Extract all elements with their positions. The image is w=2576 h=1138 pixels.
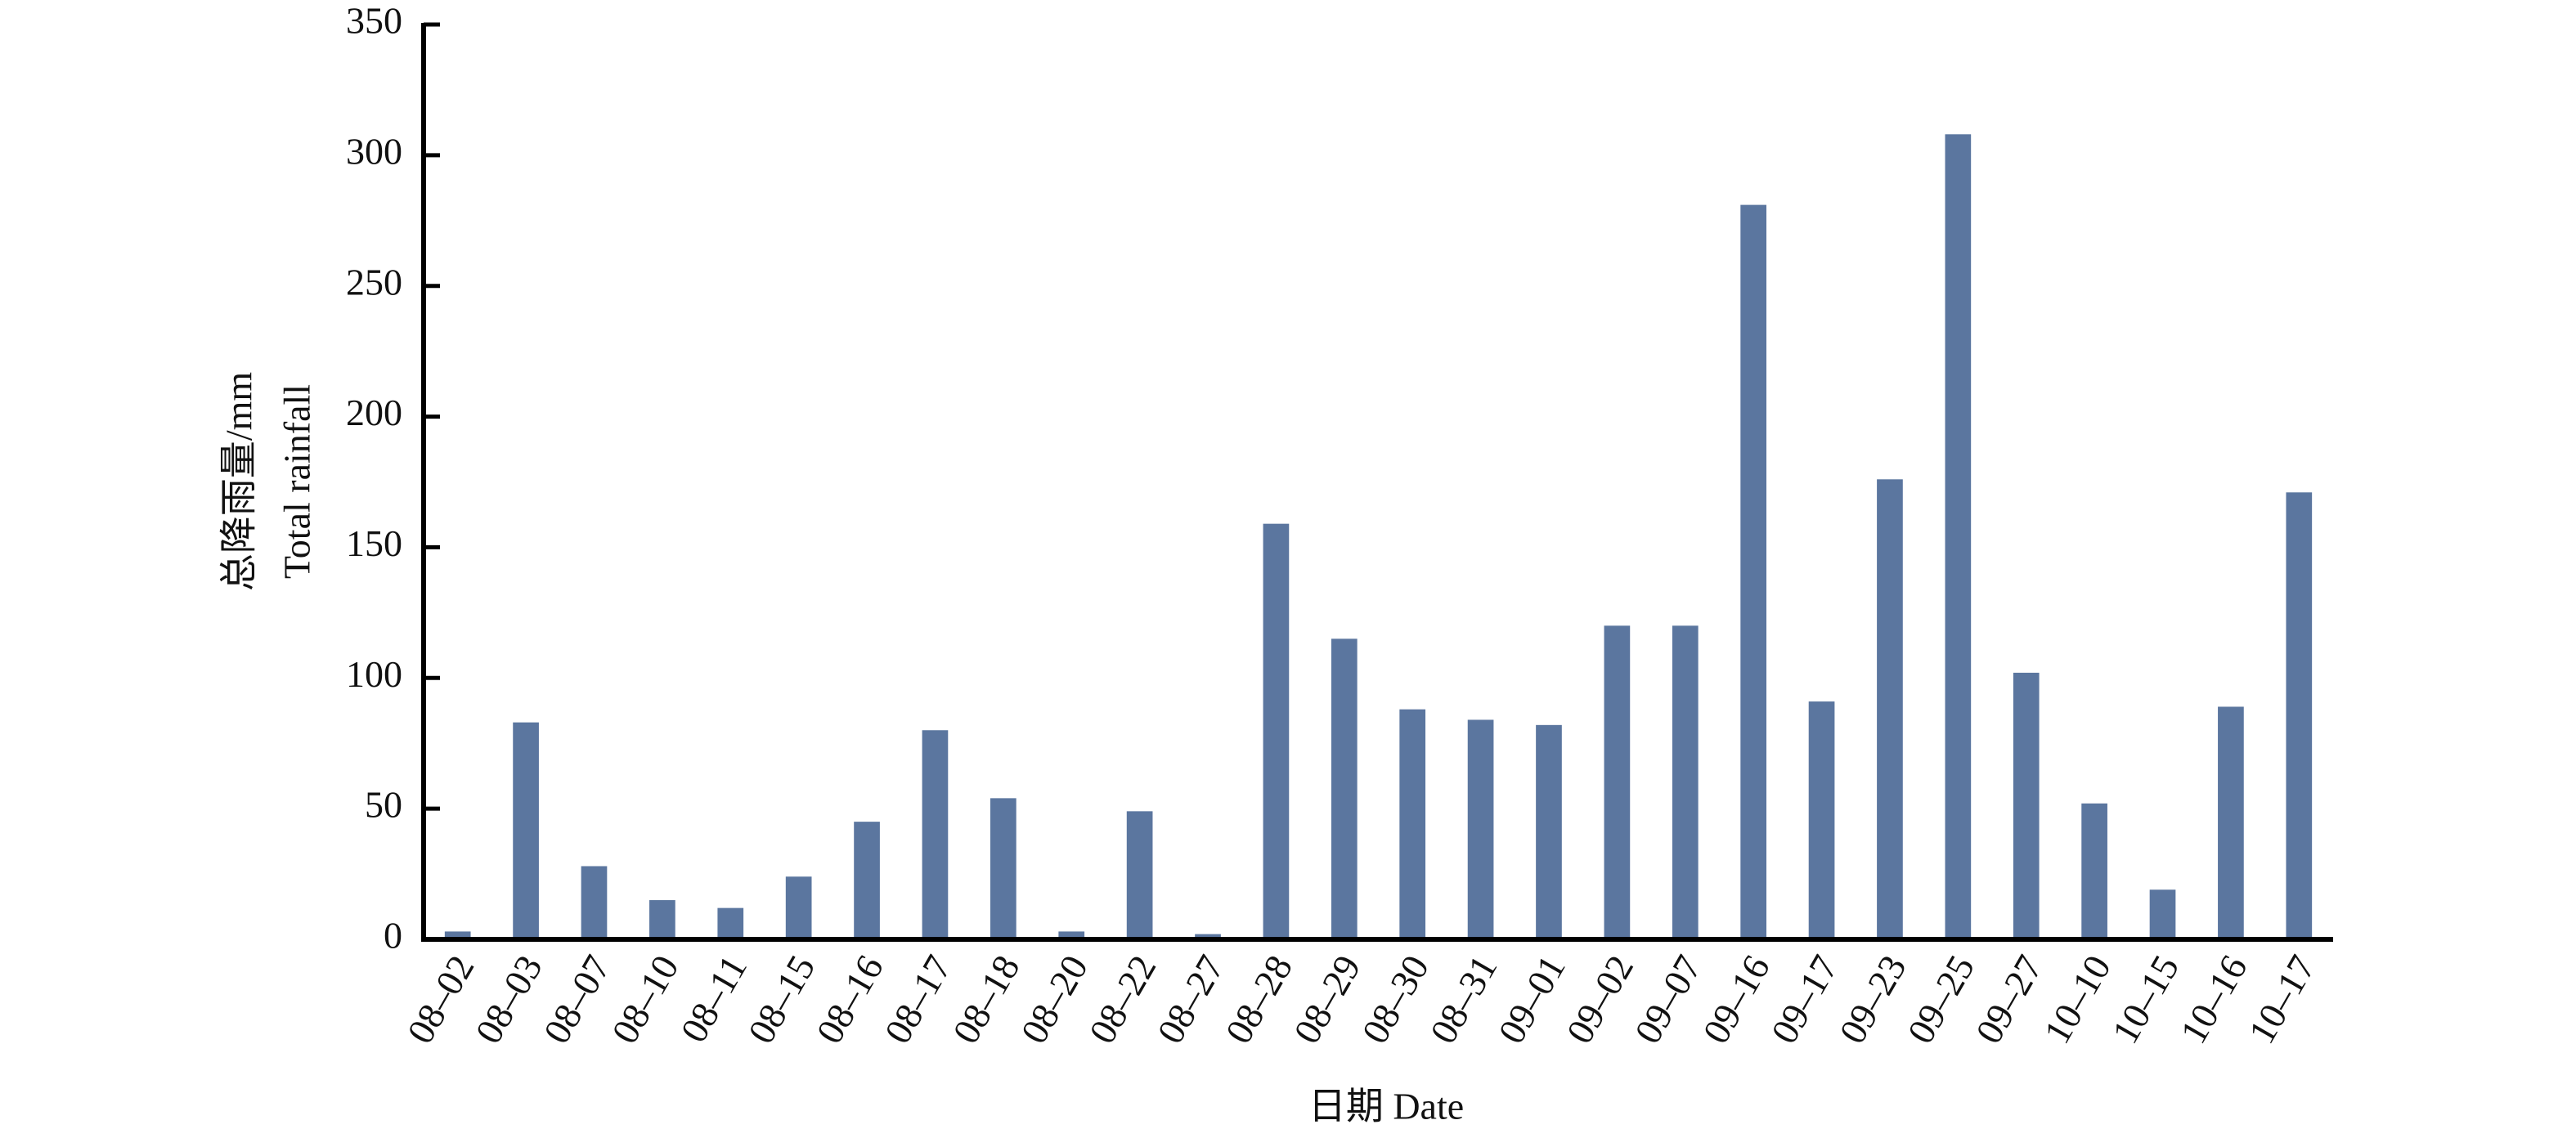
x-tick-label: 10–16 <box>2172 948 2255 1051</box>
bar <box>854 822 880 939</box>
x-tick-label: 08–18 <box>945 948 1028 1051</box>
x-tick-label: 10–17 <box>2240 948 2323 1051</box>
bar <box>2149 889 2176 939</box>
bar <box>1399 709 1426 939</box>
bar <box>513 722 539 939</box>
x-tick-label: 10–10 <box>2035 948 2119 1051</box>
bar <box>1126 811 1153 939</box>
x-tick-label: 09–02 <box>1559 948 1642 1051</box>
x-tick-label: 09–07 <box>1627 948 1710 1051</box>
y-tick-label: 100 <box>346 653 402 695</box>
bar <box>1877 479 1903 939</box>
x-tick-label: 09–23 <box>1831 948 1914 1051</box>
x-tick-label: 08–31 <box>1422 948 1506 1051</box>
x-tick-label: 08–07 <box>536 948 619 1051</box>
bar <box>785 876 812 939</box>
x-tick-label: 08–17 <box>877 948 960 1051</box>
x-tick-label: 09–27 <box>1968 948 2051 1051</box>
x-tick-label: 08–28 <box>1218 948 1301 1051</box>
bar <box>1672 625 1699 939</box>
bar <box>444 931 471 939</box>
bar <box>649 900 675 939</box>
x-tick-label: 08–27 <box>1149 948 1232 1051</box>
bar <box>1604 625 1631 939</box>
x-tick-label: 08–29 <box>1286 948 1369 1051</box>
x-tick-label: 08–16 <box>808 948 891 1051</box>
bar <box>1058 931 1085 939</box>
x-tick-label: 09–01 <box>1490 948 1573 1051</box>
y-tick-label: 300 <box>346 130 402 172</box>
x-tick-label: 08–22 <box>1081 948 1165 1051</box>
x-tick-label: 09–16 <box>1694 948 1778 1051</box>
bar <box>717 907 744 939</box>
y-tick-label: 150 <box>346 522 402 564</box>
x-tick-label: 08–11 <box>672 948 755 1050</box>
bar <box>1331 638 1358 939</box>
y-tick-label: 350 <box>346 0 402 42</box>
bar <box>581 866 608 939</box>
x-tick-label: 09–25 <box>1899 948 1982 1051</box>
bar <box>2218 706 2244 939</box>
x-tick-label: 08–03 <box>467 948 550 1051</box>
x-tick-label: 08–30 <box>1353 948 1437 1051</box>
y-tick-label: 200 <box>346 392 402 433</box>
bar <box>2013 672 2040 939</box>
y-axis-title: 总降雨量/mm <box>218 372 260 592</box>
x-axis-title: 日期 Date <box>1308 1086 1464 1127</box>
bar <box>2081 803 2107 939</box>
y-axis-title: Total rainfall <box>276 384 318 579</box>
bar <box>1536 724 1562 939</box>
x-tick-label: 08–20 <box>1012 948 1096 1051</box>
bar <box>1467 719 1494 939</box>
bar <box>1740 204 1767 940</box>
bar <box>922 730 949 939</box>
x-tick-label: 10–15 <box>2104 948 2188 1051</box>
y-tick-label: 50 <box>365 784 402 826</box>
y-tick-label: 0 <box>384 915 402 957</box>
bar <box>1808 701 1835 939</box>
bar <box>1195 934 1221 939</box>
bar <box>2286 492 2313 939</box>
x-tick-label: 08–15 <box>740 948 824 1051</box>
y-tick-label: 250 <box>346 261 402 302</box>
bar <box>990 798 1016 939</box>
x-tick-label: 08–10 <box>604 948 687 1051</box>
bar <box>1945 134 1972 939</box>
x-tick-label: 08–02 <box>399 948 482 1051</box>
x-tick-label: 09–17 <box>1763 948 1847 1051</box>
bar <box>1263 523 1290 939</box>
